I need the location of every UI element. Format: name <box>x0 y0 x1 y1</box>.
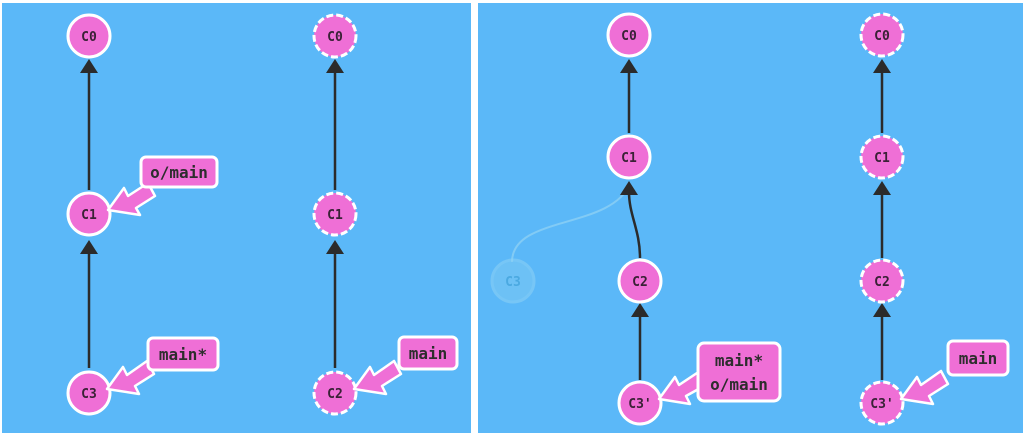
arrowhead-icon <box>873 303 891 317</box>
commit-node[interactable]: C0 <box>312 13 358 59</box>
commit-node[interactable]: C0 <box>859 12 905 58</box>
commit-label: C1 <box>81 208 97 223</box>
edge-c2-c1 <box>627 191 642 259</box>
branch-label: main <box>409 344 448 363</box>
branch-label: main* <box>159 345 207 364</box>
right-remote-graph: C0 C1 C2 C3' main <box>859 12 1010 426</box>
commit-node[interactable]: C2 <box>617 258 663 304</box>
arrowhead-icon <box>326 59 344 73</box>
arrowhead-icon <box>326 240 344 254</box>
ghost-commit-node: C3 <box>490 258 536 304</box>
commit-label: C0 <box>81 30 97 45</box>
commit-label: C1 <box>327 208 343 223</box>
left-local-graph: C0 C1 C3 o/main main* <box>66 13 220 416</box>
commit-node[interactable]: C1 <box>859 134 905 180</box>
branch-tag-main[interactable]: main* <box>105 336 220 396</box>
commit-label: C2 <box>327 387 343 402</box>
branch-label: o/main <box>150 163 208 182</box>
branch-label: main <box>959 349 998 368</box>
branch-tag-main-o-main[interactable]: main* o/main <box>657 341 782 406</box>
commit-node[interactable]: C3' <box>859 380 905 426</box>
branch-arrow-icon <box>106 181 157 217</box>
commit-node[interactable]: C0 <box>606 12 652 58</box>
commit-node[interactable]: C3 <box>66 370 112 416</box>
commit-label: C1 <box>621 151 637 166</box>
branch-label: main* <box>715 351 763 370</box>
commit-label: C0 <box>621 29 637 44</box>
commit-label: C3 <box>81 387 97 402</box>
commit-label: C0 <box>874 29 890 44</box>
ghost-commit-label: C3 <box>505 275 521 290</box>
right-local-graph: C3 C0 C1 C2 C3' main* o/main <box>490 12 782 426</box>
commit-label: C1 <box>874 151 890 166</box>
commit-node[interactable]: C2 <box>312 370 358 416</box>
commit-node[interactable]: C2 <box>859 258 905 304</box>
commit-node[interactable]: C1 <box>312 191 358 237</box>
arrowhead-icon <box>620 181 638 195</box>
branch-arrow-icon <box>899 369 950 406</box>
commit-label: C0 <box>327 30 343 45</box>
commit-label: C3' <box>628 397 651 412</box>
branch-tag-o-main[interactable]: o/main <box>106 155 219 217</box>
commit-label: C2 <box>874 275 890 290</box>
arrowhead-icon <box>873 59 891 73</box>
commit-node[interactable]: C1 <box>606 134 652 180</box>
commit-node[interactable]: C0 <box>66 13 112 59</box>
commit-label: C3' <box>870 397 893 412</box>
branch-tag-main[interactable]: main <box>352 335 459 396</box>
commit-node[interactable]: C3' <box>617 380 663 426</box>
commit-label: C2 <box>632 275 648 290</box>
arrowhead-icon <box>620 59 638 73</box>
arrowhead-icon <box>631 303 649 317</box>
commit-node[interactable]: C1 <box>66 191 112 237</box>
ghost-edge <box>511 183 631 263</box>
branch-tag-main[interactable]: main <box>899 339 1010 406</box>
left-remote-graph: C0 C1 C2 main <box>312 13 459 416</box>
arrowhead-icon <box>80 240 98 254</box>
arrowhead-icon <box>80 59 98 73</box>
branch-arrow-icon <box>352 359 403 396</box>
branch-label: o/main <box>710 375 768 394</box>
arrowhead-icon <box>873 181 891 195</box>
